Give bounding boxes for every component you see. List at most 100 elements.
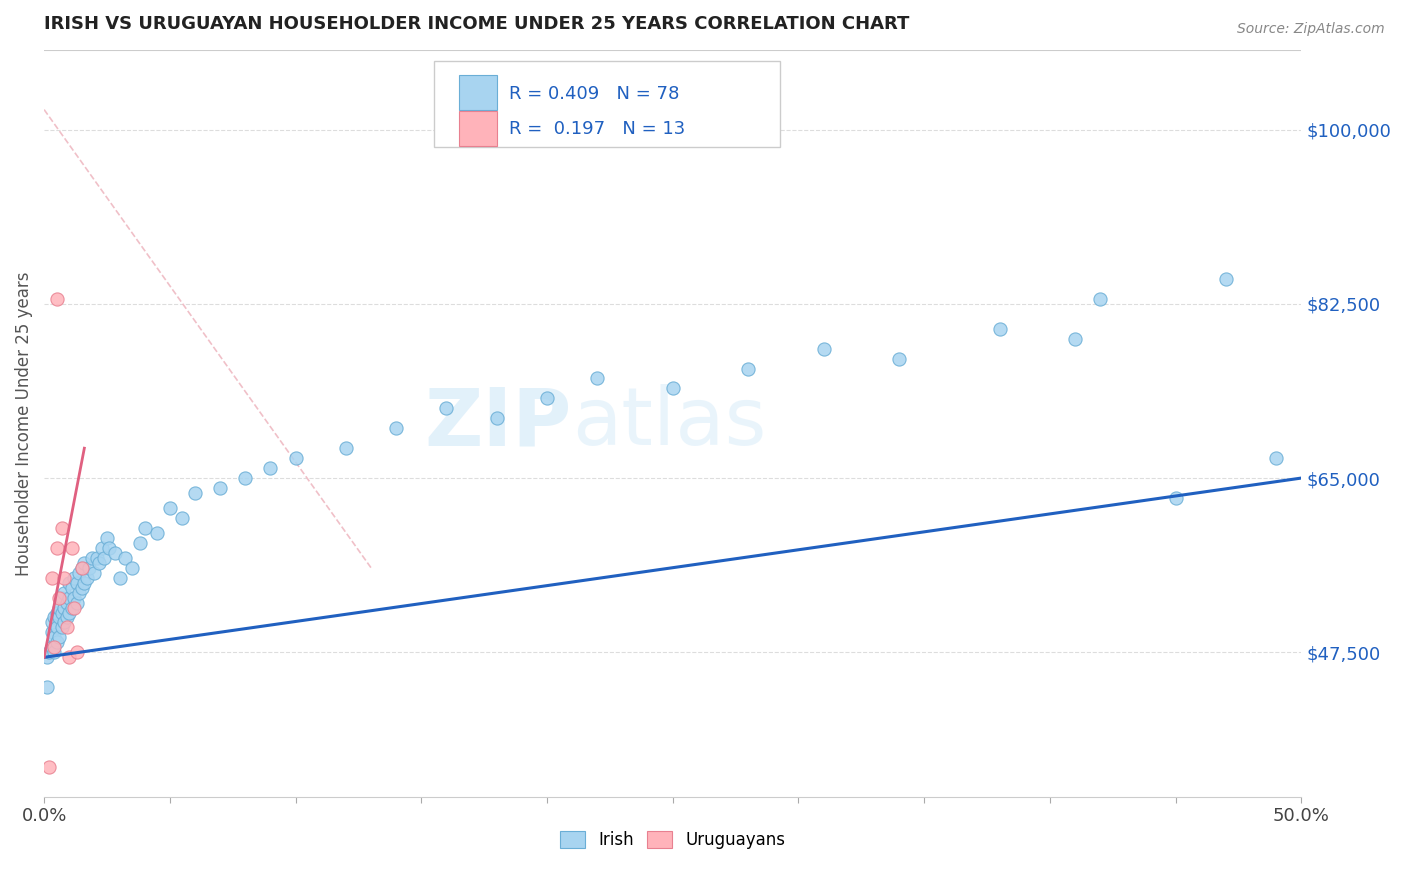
Point (1164, 491, 1187, 505)
Point (233, 471, 256, 485)
Point (93, 550, 115, 565)
Point (73, 556, 96, 570)
Point (661, 381, 683, 395)
Point (58, 606, 80, 620)
Point (63, 591, 86, 605)
Point (60, 581, 83, 595)
Point (259, 461, 281, 475)
Point (284, 451, 307, 466)
Point (887, 351, 910, 366)
Point (434, 401, 457, 416)
Point (48, 631, 70, 645)
Point (988, 321, 1011, 335)
Point (58, 575, 80, 590)
Point (41, 625, 63, 640)
Point (66, 645, 89, 659)
Point (58, 591, 80, 605)
Point (96, 531, 118, 545)
FancyBboxPatch shape (458, 75, 496, 111)
Point (121, 560, 143, 574)
Point (55, 620, 77, 634)
Point (536, 392, 558, 406)
Point (48, 591, 70, 605)
Point (485, 411, 508, 425)
FancyBboxPatch shape (434, 61, 779, 147)
Point (114, 550, 136, 565)
Point (184, 486, 207, 500)
Point (48, 600, 70, 615)
Point (103, 546, 125, 560)
Point (44, 640, 66, 655)
Point (737, 361, 759, 376)
Point (35, 650, 58, 665)
Point (66, 596, 89, 610)
Y-axis label: Householder Income Under 25 years: Householder Income Under 25 years (15, 271, 32, 575)
Point (38, 760, 60, 774)
Point (35, 680, 58, 694)
Point (70, 581, 93, 595)
Point (51, 606, 73, 620)
Point (108, 571, 131, 585)
Point (83, 566, 105, 580)
Point (63, 600, 86, 615)
Text: Source: ZipAtlas.com: Source: ZipAtlas.com (1237, 22, 1385, 37)
Point (44, 645, 66, 659)
Point (38, 645, 60, 659)
Point (53, 615, 76, 630)
Point (55, 610, 77, 624)
Point (66, 575, 89, 590)
Point (45, 606, 67, 620)
Point (45, 620, 67, 634)
Point (53, 585, 76, 599)
Point (41, 571, 63, 585)
Point (91, 541, 114, 555)
Point (45, 635, 67, 649)
Point (51, 591, 73, 605)
Point (128, 536, 150, 550)
Point (209, 481, 232, 495)
Point (86, 550, 108, 565)
Point (146, 525, 169, 540)
Point (586, 371, 609, 385)
Point (67, 585, 90, 599)
Point (58, 650, 80, 665)
Point (53, 571, 76, 585)
Point (41, 640, 63, 655)
Point (41, 615, 63, 630)
Point (55, 596, 77, 610)
Point (67, 566, 90, 580)
Text: R = 0.409   N = 78: R = 0.409 N = 78 (509, 85, 679, 103)
Text: IRISH VS URUGUAYAN HOUSEHOLDER INCOME UNDER 25 YEARS CORRELATION CHART: IRISH VS URUGUAYAN HOUSEHOLDER INCOME UN… (44, 15, 910, 33)
Text: atlas: atlas (572, 384, 766, 462)
Point (63, 571, 86, 585)
Point (53, 600, 76, 615)
Point (80, 550, 103, 565)
Point (134, 521, 156, 535)
Point (813, 342, 835, 356)
Text: ZIP: ZIP (425, 384, 572, 462)
Point (79, 560, 101, 574)
Point (70, 560, 93, 574)
Point (51, 620, 73, 634)
Point (73, 575, 96, 590)
FancyBboxPatch shape (458, 111, 496, 145)
Point (60, 600, 83, 615)
Point (45, 541, 67, 555)
Point (1088, 292, 1111, 306)
Point (335, 441, 357, 455)
Point (70, 560, 93, 574)
Point (60, 541, 83, 555)
Legend: Irish, Uruguayans: Irish, Uruguayans (553, 824, 792, 855)
Point (159, 500, 181, 515)
Point (51, 521, 73, 535)
Point (45, 292, 67, 306)
Point (76, 571, 98, 585)
Point (172, 511, 194, 525)
Point (385, 421, 408, 435)
Point (1215, 272, 1237, 286)
Point (98, 541, 121, 555)
Point (1064, 332, 1087, 346)
Point (1265, 451, 1288, 466)
Point (89, 556, 111, 570)
Point (48, 610, 70, 624)
